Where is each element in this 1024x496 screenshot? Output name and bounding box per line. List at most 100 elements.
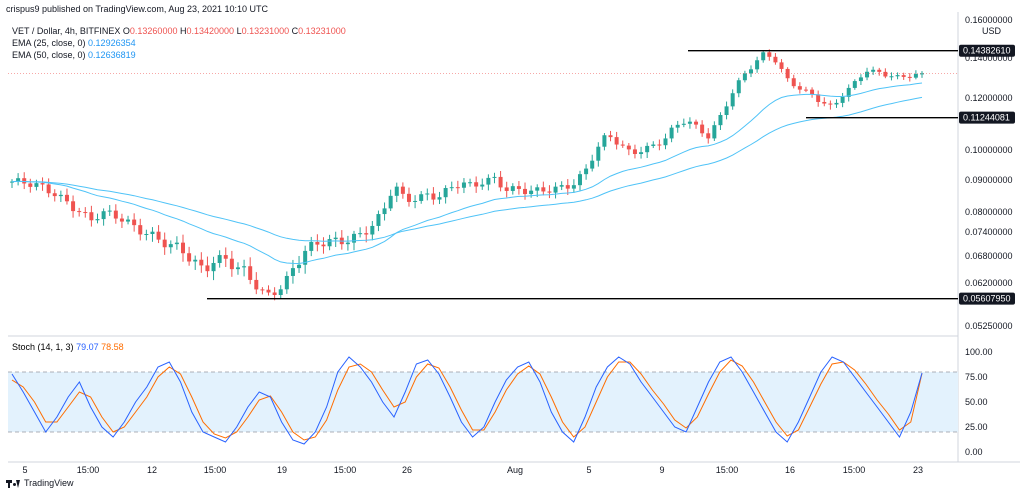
candle-body (376, 214, 381, 226)
candle-body (626, 145, 631, 150)
stoch-k-line (11, 356, 923, 445)
candle-body (687, 121, 692, 124)
high-value: 0.13420000 (186, 26, 235, 36)
price-tick-label: 0.16000000 (965, 15, 1013, 25)
candle-body (614, 137, 619, 145)
candle-body (700, 124, 705, 134)
candle-body (83, 212, 88, 214)
candle-body (761, 52, 766, 61)
candle-body (309, 241, 314, 251)
price-tick-label: 0.09000000 (965, 175, 1013, 185)
level-label-box (959, 44, 1015, 57)
ema50-value: 0.12636819 (88, 50, 136, 60)
candle-body (840, 96, 845, 103)
stoch-tick-label: 0.00 (965, 447, 983, 457)
candle-body (663, 138, 668, 146)
candle-body (425, 193, 430, 195)
price-tick-label: 0.06800000 (965, 251, 1013, 261)
candle-body (571, 185, 576, 189)
candle-body (400, 186, 405, 194)
candle-body (535, 187, 540, 191)
candle-body (779, 62, 784, 69)
candle-body (22, 178, 27, 184)
candle-body (865, 71, 870, 78)
candle-body (529, 190, 534, 195)
candle-body (382, 208, 387, 215)
candle-body (748, 69, 753, 74)
candle-body (565, 185, 570, 189)
time-tick-label: 15:00 (204, 465, 227, 475)
candle-body (681, 123, 686, 125)
candle-body (34, 183, 39, 187)
candle-body (724, 106, 729, 116)
candle-body (132, 219, 137, 226)
candle-body (113, 210, 118, 219)
candle-body (168, 244, 173, 248)
candle-body (89, 212, 94, 221)
candle-body (791, 78, 796, 87)
candle-body (846, 87, 851, 97)
candle-body (755, 60, 760, 70)
candle-body (260, 289, 265, 291)
low-label: L (236, 26, 242, 36)
candle-body (297, 264, 302, 269)
candle-body (58, 194, 63, 197)
candle-body (852, 81, 857, 88)
price-tick-label: 0.07400000 (965, 227, 1013, 237)
candle-body (40, 183, 45, 185)
close-value: 0.13231000 (298, 26, 346, 36)
candle-body (596, 146, 601, 161)
close-label: C (291, 26, 299, 36)
price-tick-label: 0.08000000 (965, 207, 1013, 217)
level-label-box (959, 292, 1015, 305)
candle-body (889, 76, 894, 78)
candle-body (352, 233, 357, 243)
candle-body (883, 71, 888, 77)
level-label: 0.14382610 (963, 46, 1011, 56)
candle-body (303, 250, 308, 265)
candle-body (547, 191, 552, 193)
time-tick-label: 16 (785, 465, 795, 475)
open-value: 0.13260000 (129, 26, 178, 36)
candle-body (64, 194, 69, 202)
candle-body (602, 135, 607, 147)
ema25-value: 0.12926354 (88, 38, 136, 48)
candle-body (712, 125, 717, 139)
stoch-d-value: 78.58 (101, 342, 124, 352)
candle-body (388, 195, 393, 209)
candle-body (443, 188, 448, 198)
candle-body (730, 93, 735, 107)
candle-body (150, 231, 155, 235)
low-value: 0.13231000 (241, 26, 290, 36)
candle-body (455, 187, 460, 189)
candle-body (669, 127, 674, 139)
stoch-tick-label: 75.00 (965, 372, 988, 382)
stoch-tick-label: 100.00 (965, 347, 993, 357)
candle-body (895, 75, 900, 77)
candle-body (559, 185, 564, 187)
candle-body (877, 69, 882, 72)
candle-body (632, 149, 637, 155)
candle-body (437, 197, 442, 200)
candle-body (119, 218, 124, 222)
candle-body (816, 94, 821, 102)
candle-body (828, 103, 833, 105)
time-tick-label: 15:00 (843, 465, 866, 475)
stoch-legend: Stoch (14, 1, 3) 79.07 78.58 (12, 342, 124, 352)
ema25-label: EMA (25, close, 0) (12, 38, 86, 48)
high-label: H (179, 26, 187, 36)
tradingview-footer[interactable]: TradingView (6, 478, 74, 488)
candle-body (211, 262, 216, 272)
candle-body (199, 259, 204, 266)
candle-body (504, 187, 509, 191)
candle-body (193, 259, 198, 262)
candle-body (248, 266, 253, 280)
candle-body (413, 200, 418, 202)
candle-body (406, 193, 411, 202)
candle-body (77, 211, 82, 213)
level-label: 0.11244081 (963, 113, 1010, 123)
candle-body (101, 211, 106, 220)
level-label: 0.05607950 (963, 294, 1011, 304)
time-tick-label: 23 (913, 465, 923, 475)
